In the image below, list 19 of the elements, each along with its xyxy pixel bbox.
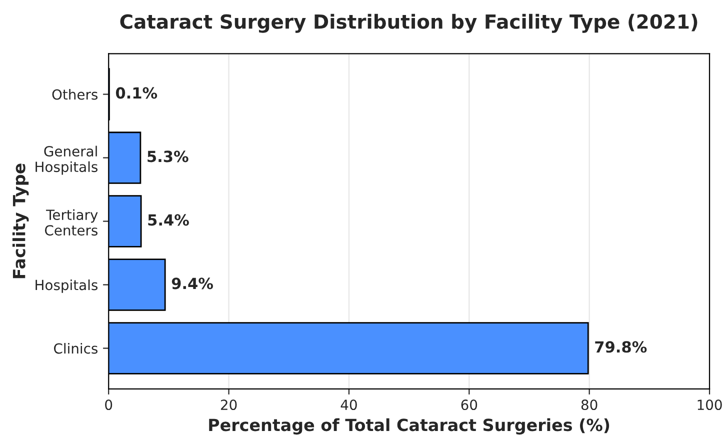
y-tick-label: Hospitals	[36, 279, 98, 293]
y-tick-label: Others	[52, 89, 98, 100]
x-tick-label: 40	[340, 400, 357, 410]
y-axis-title: Facility Type	[12, 164, 29, 278]
x-tick-label: 60	[461, 400, 478, 410]
x-tick-label: 80	[581, 400, 598, 410]
data-label: 5.4%	[148, 214, 189, 226]
data-label: 9.4%	[172, 278, 213, 290]
data-label: 79.8%	[595, 341, 647, 353]
y-tick-label: General Hospitals	[36, 146, 98, 175]
x-tick-label: 100	[698, 400, 722, 410]
x-tick-label: 0	[105, 400, 112, 410]
x-tick-label: 20	[220, 400, 237, 410]
y-tick-label: Tertiary Centers	[44, 209, 98, 236]
y-tick-label: Clinics	[54, 342, 98, 354]
chart-title: Cataract Surgery Distribution by Facility Type (2021)	[120, 14, 698, 33]
data-label: 0.1%	[116, 87, 158, 99]
data-label: 5.3%	[148, 150, 188, 162]
x-axis-title: Percentage of Total Cataract Surgeries (%)	[209, 418, 610, 435]
